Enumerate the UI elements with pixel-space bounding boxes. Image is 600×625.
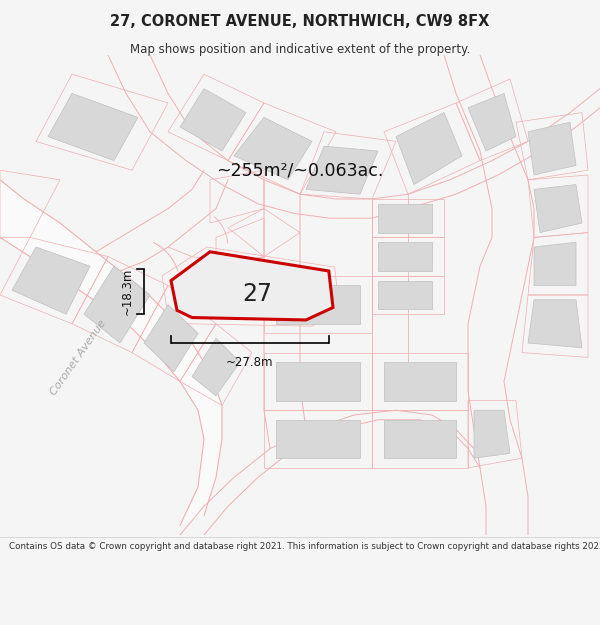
Polygon shape	[378, 281, 432, 309]
Polygon shape	[396, 112, 462, 184]
Polygon shape	[474, 410, 510, 458]
Polygon shape	[378, 242, 432, 271]
Text: Contains OS data © Crown copyright and database right 2021. This information is : Contains OS data © Crown copyright and d…	[9, 542, 600, 551]
Polygon shape	[0, 180, 222, 526]
Text: 27, CORONET AVENUE, NORTHWICH, CW9 8FX: 27, CORONET AVENUE, NORTHWICH, CW9 8FX	[110, 14, 490, 29]
Text: Coronet Avenue: Coronet Avenue	[48, 318, 108, 397]
Polygon shape	[534, 184, 582, 232]
Polygon shape	[378, 204, 432, 232]
Text: ~27.8m: ~27.8m	[226, 356, 274, 369]
Polygon shape	[171, 252, 333, 320]
Polygon shape	[48, 93, 138, 161]
Polygon shape	[12, 247, 90, 314]
Polygon shape	[276, 286, 360, 324]
Polygon shape	[234, 118, 312, 180]
Polygon shape	[192, 338, 240, 396]
Text: 27: 27	[242, 282, 272, 306]
Polygon shape	[384, 420, 456, 458]
Polygon shape	[534, 242, 576, 286]
Polygon shape	[276, 362, 360, 401]
Text: ~255m²/~0.063ac.: ~255m²/~0.063ac.	[217, 161, 383, 179]
Text: ~18.3m: ~18.3m	[121, 268, 134, 315]
Polygon shape	[276, 420, 360, 458]
Polygon shape	[468, 93, 516, 151]
Polygon shape	[306, 146, 378, 194]
Polygon shape	[528, 122, 576, 175]
Polygon shape	[180, 89, 246, 151]
Polygon shape	[384, 362, 456, 401]
Polygon shape	[144, 304, 198, 372]
Polygon shape	[528, 300, 582, 348]
Polygon shape	[84, 266, 150, 343]
Text: Map shows position and indicative extent of the property.: Map shows position and indicative extent…	[130, 43, 470, 56]
